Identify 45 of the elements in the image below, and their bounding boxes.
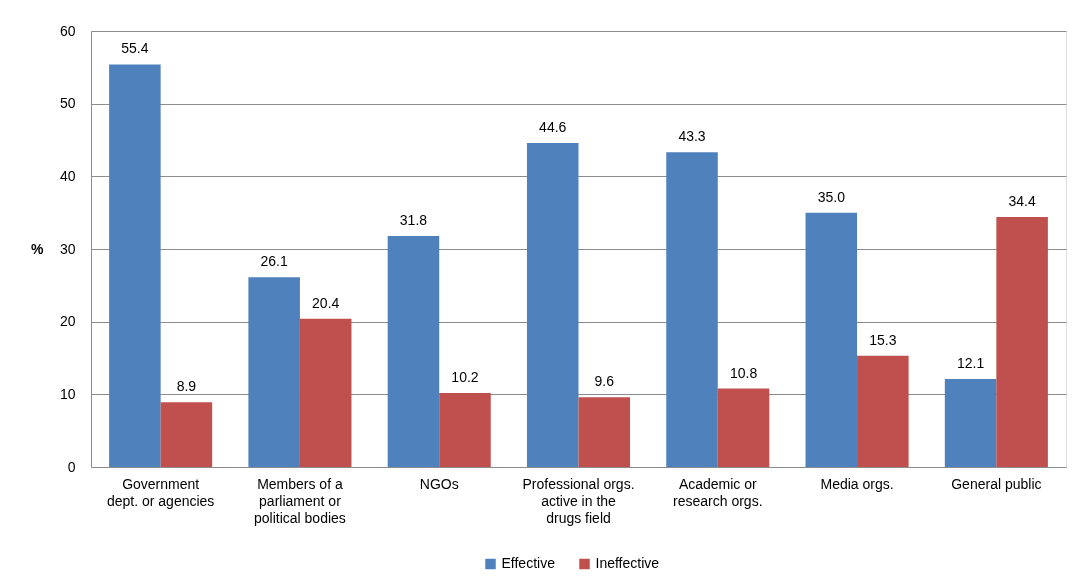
data-label: 20.4 — [312, 294, 340, 311]
y-tick-label: 60 — [59, 22, 76, 39]
x-tick-label: NGOs — [419, 475, 459, 492]
bar — [944, 379, 997, 467]
data-label: 44.6 — [539, 118, 567, 135]
bar — [805, 212, 858, 467]
bar — [996, 217, 1048, 467]
bar — [109, 64, 161, 467]
data-label: 9.6 — [594, 373, 615, 390]
bar — [248, 277, 300, 467]
y-tick-label: 20 — [59, 313, 76, 330]
bar — [857, 355, 909, 467]
bar — [387, 235, 440, 467]
data-label: 35.0 — [817, 188, 846, 205]
x-tick-label: Professional orgs. active in the drugs field — [522, 475, 635, 526]
data-label: 15.3 — [869, 331, 897, 348]
data-label: 34.4 — [1008, 193, 1036, 210]
x-tick-label: Media orgs. — [820, 475, 894, 492]
bar — [666, 152, 718, 467]
legend-label: Ineffective — [595, 555, 660, 571]
data-label: 26.1 — [260, 253, 288, 270]
y-tick-label: 40 — [59, 167, 76, 184]
y-tick-label: 30 — [59, 240, 76, 257]
data-label: 55.4 — [121, 40, 149, 57]
data-label: 43.3 — [678, 128, 706, 145]
legend-label: Effective — [501, 555, 556, 571]
bar — [526, 142, 579, 467]
x-tick-label: Government dept. or agencies — [106, 475, 215, 509]
data-label: 12.1 — [956, 355, 985, 372]
x-tick-label: Members of a parliament or political bodies — [254, 475, 346, 526]
y-tick-label: 0 — [67, 458, 76, 475]
data-label: 31.8 — [399, 211, 428, 228]
bar — [299, 318, 352, 467]
data-label: 10.8 — [729, 364, 758, 381]
y-axis-title: % — [31, 240, 45, 257]
bar — [439, 392, 491, 467]
data-label: 8.9 — [176, 378, 197, 395]
data-label: 10.2 — [451, 368, 479, 385]
bar — [578, 397, 631, 467]
y-tick-label: 50 — [59, 95, 76, 112]
y-tick-label: 10 — [59, 385, 76, 402]
x-tick-label: General public — [951, 475, 1042, 492]
x-tick-label: Academic or research orgs. — [673, 475, 763, 509]
bar — [160, 402, 213, 467]
bar — [717, 388, 770, 467]
